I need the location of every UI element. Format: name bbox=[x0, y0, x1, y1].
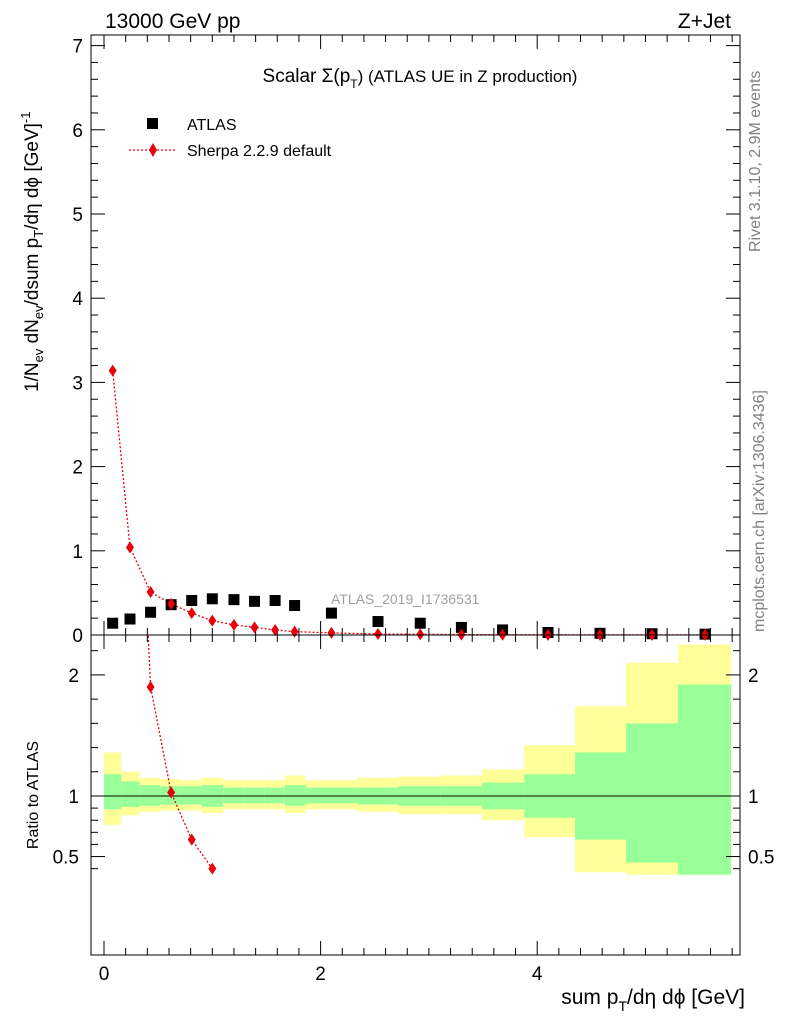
y-tick-label: 3 bbox=[72, 373, 83, 394]
ratio-y-label: Ratio to ATLAS bbox=[25, 741, 42, 849]
ratio-y-tick-label: 0.5 bbox=[53, 848, 79, 869]
ratio-green-band bbox=[180, 786, 202, 805]
x-tick-label: 2 bbox=[315, 964, 326, 985]
plot-title-post: ) (ATLAS UE in Z production) bbox=[358, 67, 578, 86]
main-data bbox=[107, 364, 711, 641]
atlas-point bbox=[289, 600, 301, 612]
sherpa-point bbox=[373, 627, 382, 640]
legend-sherpa-label: Sherpa 2.2.9 default bbox=[187, 143, 332, 160]
ratio-green-band bbox=[626, 723, 678, 863]
y-tick-label: 1 bbox=[72, 542, 83, 563]
ratio-green-band bbox=[284, 785, 306, 806]
ratio-sherpa-point bbox=[187, 833, 196, 846]
ratio-y-tick-label: 1 bbox=[68, 787, 79, 808]
ratio-data bbox=[146, 635, 217, 875]
atlas-point bbox=[206, 593, 218, 605]
plot-title: Scalar Σ(pT) (ATLAS UE in Z production) bbox=[263, 66, 578, 91]
ratio-y-tick-label-right: 0.5 bbox=[748, 848, 774, 869]
sherpa-point bbox=[327, 626, 336, 639]
sherpa-point bbox=[187, 607, 196, 620]
sherpa-point bbox=[146, 586, 155, 599]
atlas-point bbox=[249, 595, 261, 607]
ratio-y-tick-label: 2 bbox=[68, 666, 79, 687]
x-axis-label: sum pT/dη dϕ [GeV] bbox=[561, 986, 745, 1014]
sherpa-point bbox=[108, 364, 117, 377]
x-tick-label: 4 bbox=[532, 964, 543, 985]
legend-atlas-label: ATLAS bbox=[187, 117, 237, 134]
ratio-y-axis: 0.5 0.5 1 1 2 2 bbox=[53, 650, 774, 870]
atlas-point bbox=[325, 607, 337, 619]
main-panel: 0 1 2 3 4 5 6 7 Scalar Σ(pT) (ATLAS UE in Z pro… bbox=[18, 34, 741, 647]
main-y-axis: 0 1 2 3 4 5 6 7 bbox=[72, 37, 740, 647]
rivet-label: Rivet 3.1.10, 2.9M events bbox=[747, 71, 764, 252]
atlas-point bbox=[455, 621, 467, 633]
atlas-point bbox=[269, 594, 281, 606]
ratio-plot-frame bbox=[90, 634, 741, 956]
ratio-green-band bbox=[264, 787, 285, 804]
ratio-sherpa-point bbox=[167, 786, 176, 799]
sherpa-point bbox=[250, 621, 259, 634]
ratio-green-band bbox=[677, 684, 732, 875]
sherpa-point bbox=[271, 623, 280, 636]
sherpa-point bbox=[125, 541, 134, 554]
legend-atlas-marker bbox=[147, 118, 158, 129]
ratio-bands bbox=[104, 644, 732, 875]
sherpa-point bbox=[167, 597, 176, 610]
y-tick-label: 5 bbox=[72, 205, 83, 226]
ratio-panel: 0.5 0.5 1 1 2 2 0 2 4 Ratio to ATLAS sum pT/dη … bbox=[25, 634, 774, 1014]
header-right: Z+Jet bbox=[678, 10, 731, 33]
ratio-green-band bbox=[121, 781, 140, 807]
main-y-label: 1/Nev dNev/dsum pT/dη dϕ [GeV]-1 bbox=[18, 112, 46, 393]
atlas-point bbox=[124, 613, 136, 625]
ratio-y-tick-label-right: 1 bbox=[748, 787, 759, 808]
plot-title-pre: Scalar Σ(p bbox=[263, 66, 351, 87]
legend: ATLAS Sherpa 2.2.9 default bbox=[129, 117, 332, 160]
atlas-point bbox=[186, 594, 198, 606]
ratio-sherpa-line bbox=[147, 635, 213, 870]
sherpa-point bbox=[229, 618, 238, 631]
atlas-point bbox=[145, 606, 157, 618]
header-left: 13000 GeV pp bbox=[105, 10, 240, 33]
ratio-sherpa-point bbox=[208, 862, 217, 875]
atlas-point bbox=[414, 617, 426, 629]
atlas-point bbox=[372, 616, 384, 628]
mcplots-label: mcplots.cern.ch [arXiv:1306.3436] bbox=[751, 390, 768, 632]
plot-title-sub: T bbox=[350, 77, 358, 91]
ratio-green-band bbox=[305, 787, 358, 804]
y-tick-label: 2 bbox=[72, 458, 83, 479]
atlas-point bbox=[107, 617, 119, 629]
ratio-green-band bbox=[104, 774, 122, 810]
legend-sherpa-marker bbox=[149, 143, 157, 157]
y-tick-label: 0 bbox=[72, 626, 83, 647]
ratio-y-tick-label-right: 2 bbox=[748, 666, 759, 687]
y-tick-label: 6 bbox=[72, 121, 83, 142]
sherpa-point bbox=[416, 628, 425, 641]
y-tick-label: 4 bbox=[72, 289, 83, 310]
ratio-green-band bbox=[223, 787, 244, 804]
ratio-sherpa-point bbox=[146, 681, 155, 694]
sherpa-point bbox=[290, 625, 299, 638]
x-tick-label: 0 bbox=[99, 964, 110, 985]
y-tick-label: 7 bbox=[72, 37, 83, 58]
sherpa-point bbox=[208, 614, 217, 627]
atlas-point bbox=[228, 594, 240, 606]
ratio-x-axis: 0 2 4 bbox=[99, 635, 733, 985]
ratio-green-band bbox=[243, 787, 265, 804]
ratio-green-band bbox=[139, 785, 161, 806]
analysis-watermark: ATLAS_2019_I1736531 bbox=[331, 591, 480, 607]
